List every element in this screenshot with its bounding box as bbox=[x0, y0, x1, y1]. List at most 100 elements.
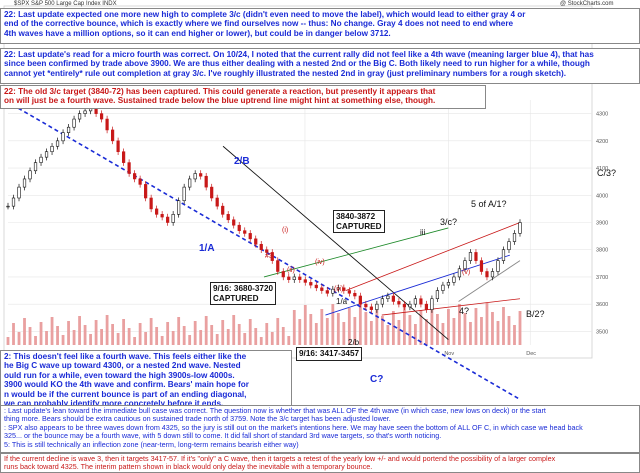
candle-body bbox=[99, 113, 104, 120]
candle-body bbox=[375, 303, 379, 310]
candle-body bbox=[182, 186, 186, 202]
candle-body bbox=[105, 118, 109, 131]
y-tick-label: 3500 bbox=[596, 329, 608, 335]
candle-body bbox=[61, 132, 65, 142]
volume-bar bbox=[386, 325, 390, 345]
volume-bar bbox=[369, 321, 373, 345]
volume-bar bbox=[425, 319, 428, 345]
volume-bar bbox=[28, 327, 32, 345]
label-i: (i) bbox=[282, 227, 289, 234]
candle-body bbox=[463, 260, 467, 270]
note-5-line: 5: This is still technically an inflecti… bbox=[4, 439, 299, 449]
volume-bar bbox=[248, 319, 252, 345]
candle-body bbox=[226, 214, 230, 221]
candle-body bbox=[155, 208, 159, 215]
candle-body bbox=[177, 200, 181, 215]
candle-body bbox=[468, 252, 473, 261]
volume-bar bbox=[133, 337, 137, 345]
candle-body bbox=[6, 205, 10, 208]
y-tick-label: 4100 bbox=[596, 166, 608, 172]
volume-bar bbox=[336, 313, 340, 345]
volume-bar bbox=[188, 335, 192, 345]
label-2b-small: 2/b bbox=[348, 338, 360, 347]
note-5-line: : SPX also appears to be three waves dow… bbox=[4, 422, 583, 432]
label-c3: C/3? bbox=[597, 168, 617, 178]
candle-body bbox=[138, 178, 142, 185]
volume-bar bbox=[155, 327, 159, 345]
volume-bar bbox=[149, 318, 153, 345]
candle-body bbox=[116, 140, 120, 153]
candle-body bbox=[325, 290, 329, 294]
note-6: If the current decline is wave 3, then i… bbox=[0, 453, 640, 473]
candle-body bbox=[72, 118, 76, 128]
volume-bar bbox=[166, 322, 170, 345]
candle-body bbox=[446, 282, 451, 286]
volume-bar bbox=[518, 311, 522, 345]
copyright-text: @ StockCharts.com bbox=[560, 1, 614, 7]
candle-body bbox=[424, 303, 429, 310]
candle-body bbox=[270, 252, 274, 261]
label-3c: 3/c? bbox=[440, 217, 458, 227]
candle-body bbox=[287, 276, 291, 280]
volume-bar bbox=[160, 336, 164, 345]
note-6-line: runs back toward 4325. The interim patte… bbox=[4, 462, 373, 472]
note-1-line: 22: Last update expected one more new hi… bbox=[4, 10, 526, 19]
label-ii: (ii) bbox=[287, 267, 295, 274]
candle-body bbox=[237, 224, 241, 231]
candle-body bbox=[44, 151, 49, 158]
label-iii: iii bbox=[420, 228, 426, 237]
candle-body bbox=[336, 287, 340, 290]
volume-bar bbox=[177, 317, 181, 345]
candle-body bbox=[199, 173, 203, 177]
note-5-line: : Last update's lean toward the immediat… bbox=[4, 406, 546, 415]
volume-bar bbox=[72, 330, 76, 345]
volume-bar bbox=[276, 318, 280, 345]
target-box-3840-line2: CAPTURED bbox=[336, 221, 382, 231]
candle-body bbox=[149, 197, 153, 210]
candle-body bbox=[281, 271, 285, 278]
volume-bar bbox=[380, 316, 384, 345]
y-tick-label: 3800 bbox=[596, 248, 608, 254]
candle-body bbox=[380, 298, 384, 305]
volume-bar bbox=[67, 321, 70, 345]
volume-bar bbox=[56, 326, 59, 345]
candle-body bbox=[386, 295, 390, 300]
label-v: (v) bbox=[462, 269, 471, 276]
trend-lines bbox=[17, 107, 521, 401]
y-tick-label: 3600 bbox=[596, 302, 608, 308]
candle-body bbox=[204, 175, 208, 188]
note-3: 22: The old 3/c target (3840-72) has bee… bbox=[0, 85, 486, 109]
candle-body bbox=[83, 110, 87, 114]
volume-bar bbox=[303, 305, 307, 345]
candle-body bbox=[518, 222, 522, 234]
volume-bar bbox=[452, 318, 456, 345]
volume-bar bbox=[243, 333, 247, 345]
candle-body bbox=[50, 145, 54, 153]
target-box-3840: 3840-3872 CAPTURED bbox=[333, 210, 385, 233]
volume-bar bbox=[419, 310, 423, 345]
candle-body bbox=[314, 284, 318, 289]
green-trend-line bbox=[263, 227, 449, 278]
label-1a: 1/A bbox=[199, 243, 215, 254]
note-4-line: 2: This doesn't feel like a fourth wave.… bbox=[4, 352, 247, 361]
candle-body bbox=[133, 173, 137, 180]
volume-bar bbox=[204, 316, 208, 345]
volume-bar bbox=[281, 327, 285, 345]
volume-bar bbox=[221, 320, 225, 345]
volume-bar bbox=[458, 304, 461, 345]
candle-body bbox=[111, 129, 115, 142]
note-5: : Last update's lean toward the immediat… bbox=[0, 405, 640, 453]
volume-bar bbox=[12, 323, 15, 345]
volume-bar bbox=[83, 325, 87, 345]
candle-body bbox=[160, 214, 164, 218]
volume-bar bbox=[6, 337, 10, 345]
note-4-line: 3900 would KO the 4th wave and confirm. … bbox=[4, 380, 249, 390]
volume-bar bbox=[391, 311, 395, 345]
note-5-line: thing more. Bears should be extra cautio… bbox=[4, 414, 391, 424]
label-iv: (iv) bbox=[315, 259, 325, 266]
note-2-line: cannot yet *entirely* rule out completio… bbox=[4, 68, 567, 78]
volume-bar bbox=[469, 322, 472, 345]
volume-bar bbox=[61, 335, 65, 345]
candle-body bbox=[259, 243, 263, 251]
volume-bar bbox=[292, 310, 296, 345]
